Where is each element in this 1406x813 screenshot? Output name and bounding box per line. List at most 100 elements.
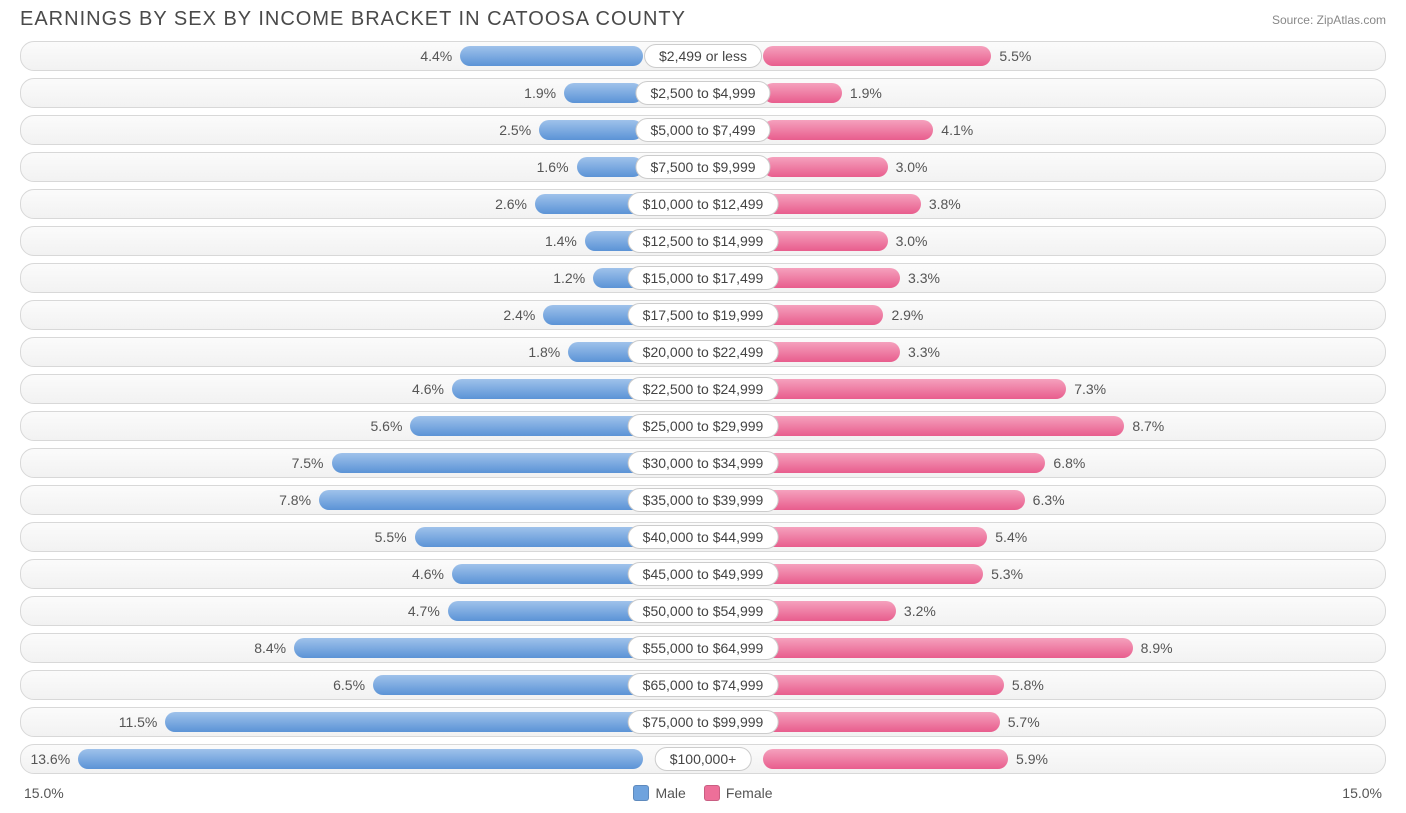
female-pct-label: 3.8% — [921, 196, 969, 212]
male-half: 1.4% — [20, 224, 703, 258]
female-bar — [763, 675, 1004, 695]
chart-row: 7.8% 6.3% $35,000 to $39,999 — [20, 483, 1386, 517]
female-half: 3.3% — [703, 261, 1386, 295]
male-half: 1.6% — [20, 150, 703, 184]
bracket-label: $7,500 to $9,999 — [635, 155, 770, 179]
male-half: 4.6% — [20, 557, 703, 591]
female-pct-label: 6.8% — [1045, 455, 1093, 471]
female-half: 6.8% — [703, 446, 1386, 480]
chart-row: 1.2% 3.3% $15,000 to $17,499 — [20, 261, 1386, 295]
male-bar — [165, 712, 643, 732]
female-bar — [763, 416, 1124, 436]
male-pct-label: 5.5% — [367, 529, 415, 545]
bracket-label: $40,000 to $44,999 — [628, 525, 779, 549]
male-pct-label: 4.4% — [412, 48, 460, 64]
female-bar — [763, 46, 991, 66]
male-pct-label: 8.4% — [246, 640, 294, 656]
male-pct-label: 7.5% — [284, 455, 332, 471]
chart-row: 1.4%3.0%$12,500 to $14,999 — [20, 224, 1386, 258]
male-half: 1.2% — [20, 261, 703, 295]
male-bar — [332, 453, 644, 473]
female-bar — [763, 601, 896, 621]
chart-row: 11.5%5.7%$75,000 to $99,999 — [20, 705, 1386, 739]
female-bar — [763, 749, 1008, 769]
female-pct-label: 6.3% — [1025, 492, 1073, 508]
female-pct-label: 3.0% — [888, 233, 936, 249]
chart-row: 2.5% 4.1% $5,000 to $7,499 — [20, 113, 1386, 147]
male-pct-label: 5.6% — [363, 418, 411, 434]
bracket-label: $50,000 to $54,999 — [628, 599, 779, 623]
female-half: 6.3% — [703, 483, 1386, 517]
male-pct-label: 6.5% — [325, 677, 373, 693]
male-pct-label: 11.5% — [111, 714, 166, 730]
chart-row: 2.6%3.8%$10,000 to $12,499 — [20, 187, 1386, 221]
bracket-label: $5,000 to $7,499 — [635, 118, 770, 142]
male-pct-label: 1.8% — [520, 344, 568, 360]
female-half: 3.0% — [703, 224, 1386, 258]
male-half: 5.6% — [20, 409, 703, 443]
male-half: 7.8% — [20, 483, 703, 517]
bracket-label: $75,000 to $99,999 — [628, 710, 779, 734]
chart-row: 2.4% 2.9% $17,500 to $19,999 — [20, 298, 1386, 332]
male-pct-label: 4.6% — [404, 566, 452, 582]
female-pct-label: 5.5% — [991, 48, 1039, 64]
legend-item-male: Male — [633, 785, 685, 801]
female-pct-label: 5.4% — [987, 529, 1035, 545]
chart-row: 1.6%3.0%$7,500 to $9,999 — [20, 150, 1386, 184]
legend-label-male: Male — [655, 785, 685, 801]
female-half: 1.9% — [703, 76, 1386, 110]
female-bar — [763, 638, 1133, 658]
male-pct-label: 7.8% — [271, 492, 319, 508]
chart-row: 4.6%7.3%$22,500 to $24,999 — [20, 372, 1386, 406]
male-bar — [539, 120, 643, 140]
male-half: 1.9% — [20, 76, 703, 110]
male-bar — [410, 416, 643, 436]
chart-title: EARNINGS BY SEX BY INCOME BRACKET IN CAT… — [20, 8, 686, 31]
female-half: 5.3% — [703, 557, 1386, 591]
legend-label-female: Female — [726, 785, 773, 801]
male-pct-label: 2.4% — [495, 307, 543, 323]
chart-row: 4.7%3.2%$50,000 to $54,999 — [20, 594, 1386, 628]
female-pct-label: 5.3% — [983, 566, 1031, 582]
female-bar — [763, 527, 987, 547]
female-half: 3.2% — [703, 594, 1386, 628]
female-half: 3.8% — [703, 187, 1386, 221]
bracket-label: $17,500 to $19,999 — [628, 303, 779, 327]
legend: Male Female — [633, 785, 772, 801]
chart-row: 4.4%5.5%$2,499 or less — [20, 39, 1386, 73]
female-bar — [763, 564, 983, 584]
male-bar — [415, 527, 643, 547]
axis-max-right: 15.0% — [1342, 785, 1382, 801]
female-pct-label: 4.1% — [933, 122, 981, 138]
female-pct-label: 2.9% — [883, 307, 931, 323]
bracket-label: $20,000 to $22,499 — [628, 340, 779, 364]
bracket-label: $100,000+ — [655, 747, 752, 771]
male-bar — [448, 601, 643, 621]
female-pct-label: 1.9% — [842, 85, 890, 101]
female-half: 4.1% — [703, 113, 1386, 147]
male-pct-label: 2.6% — [487, 196, 535, 212]
male-pct-label: 4.6% — [404, 381, 452, 397]
male-bar — [294, 638, 643, 658]
female-bar — [763, 342, 900, 362]
bracket-label: $15,000 to $17,499 — [628, 266, 779, 290]
male-pct-label: 1.4% — [537, 233, 585, 249]
legend-swatch-male — [633, 785, 649, 801]
bracket-label: $35,000 to $39,999 — [628, 488, 779, 512]
male-half: 5.5% — [20, 520, 703, 554]
female-pct-label: 8.7% — [1124, 418, 1172, 434]
source-name: ZipAtlas.com — [1317, 13, 1386, 27]
chart-row: 4.6%5.3%$45,000 to $49,999 — [20, 557, 1386, 591]
female-bar — [763, 268, 900, 288]
male-half: 1.8% — [20, 335, 703, 369]
female-bar — [763, 83, 842, 103]
bracket-label: $2,500 to $4,999 — [635, 81, 770, 105]
male-half: 4.4% — [20, 39, 703, 73]
male-half: 2.4% — [20, 298, 703, 332]
axis-max-left: 15.0% — [24, 785, 64, 801]
female-pct-label: 3.3% — [900, 344, 948, 360]
male-half: 7.5% — [20, 446, 703, 480]
male-bar — [452, 379, 643, 399]
female-pct-label: 3.3% — [900, 270, 948, 286]
male-half: 2.5% — [20, 113, 703, 147]
